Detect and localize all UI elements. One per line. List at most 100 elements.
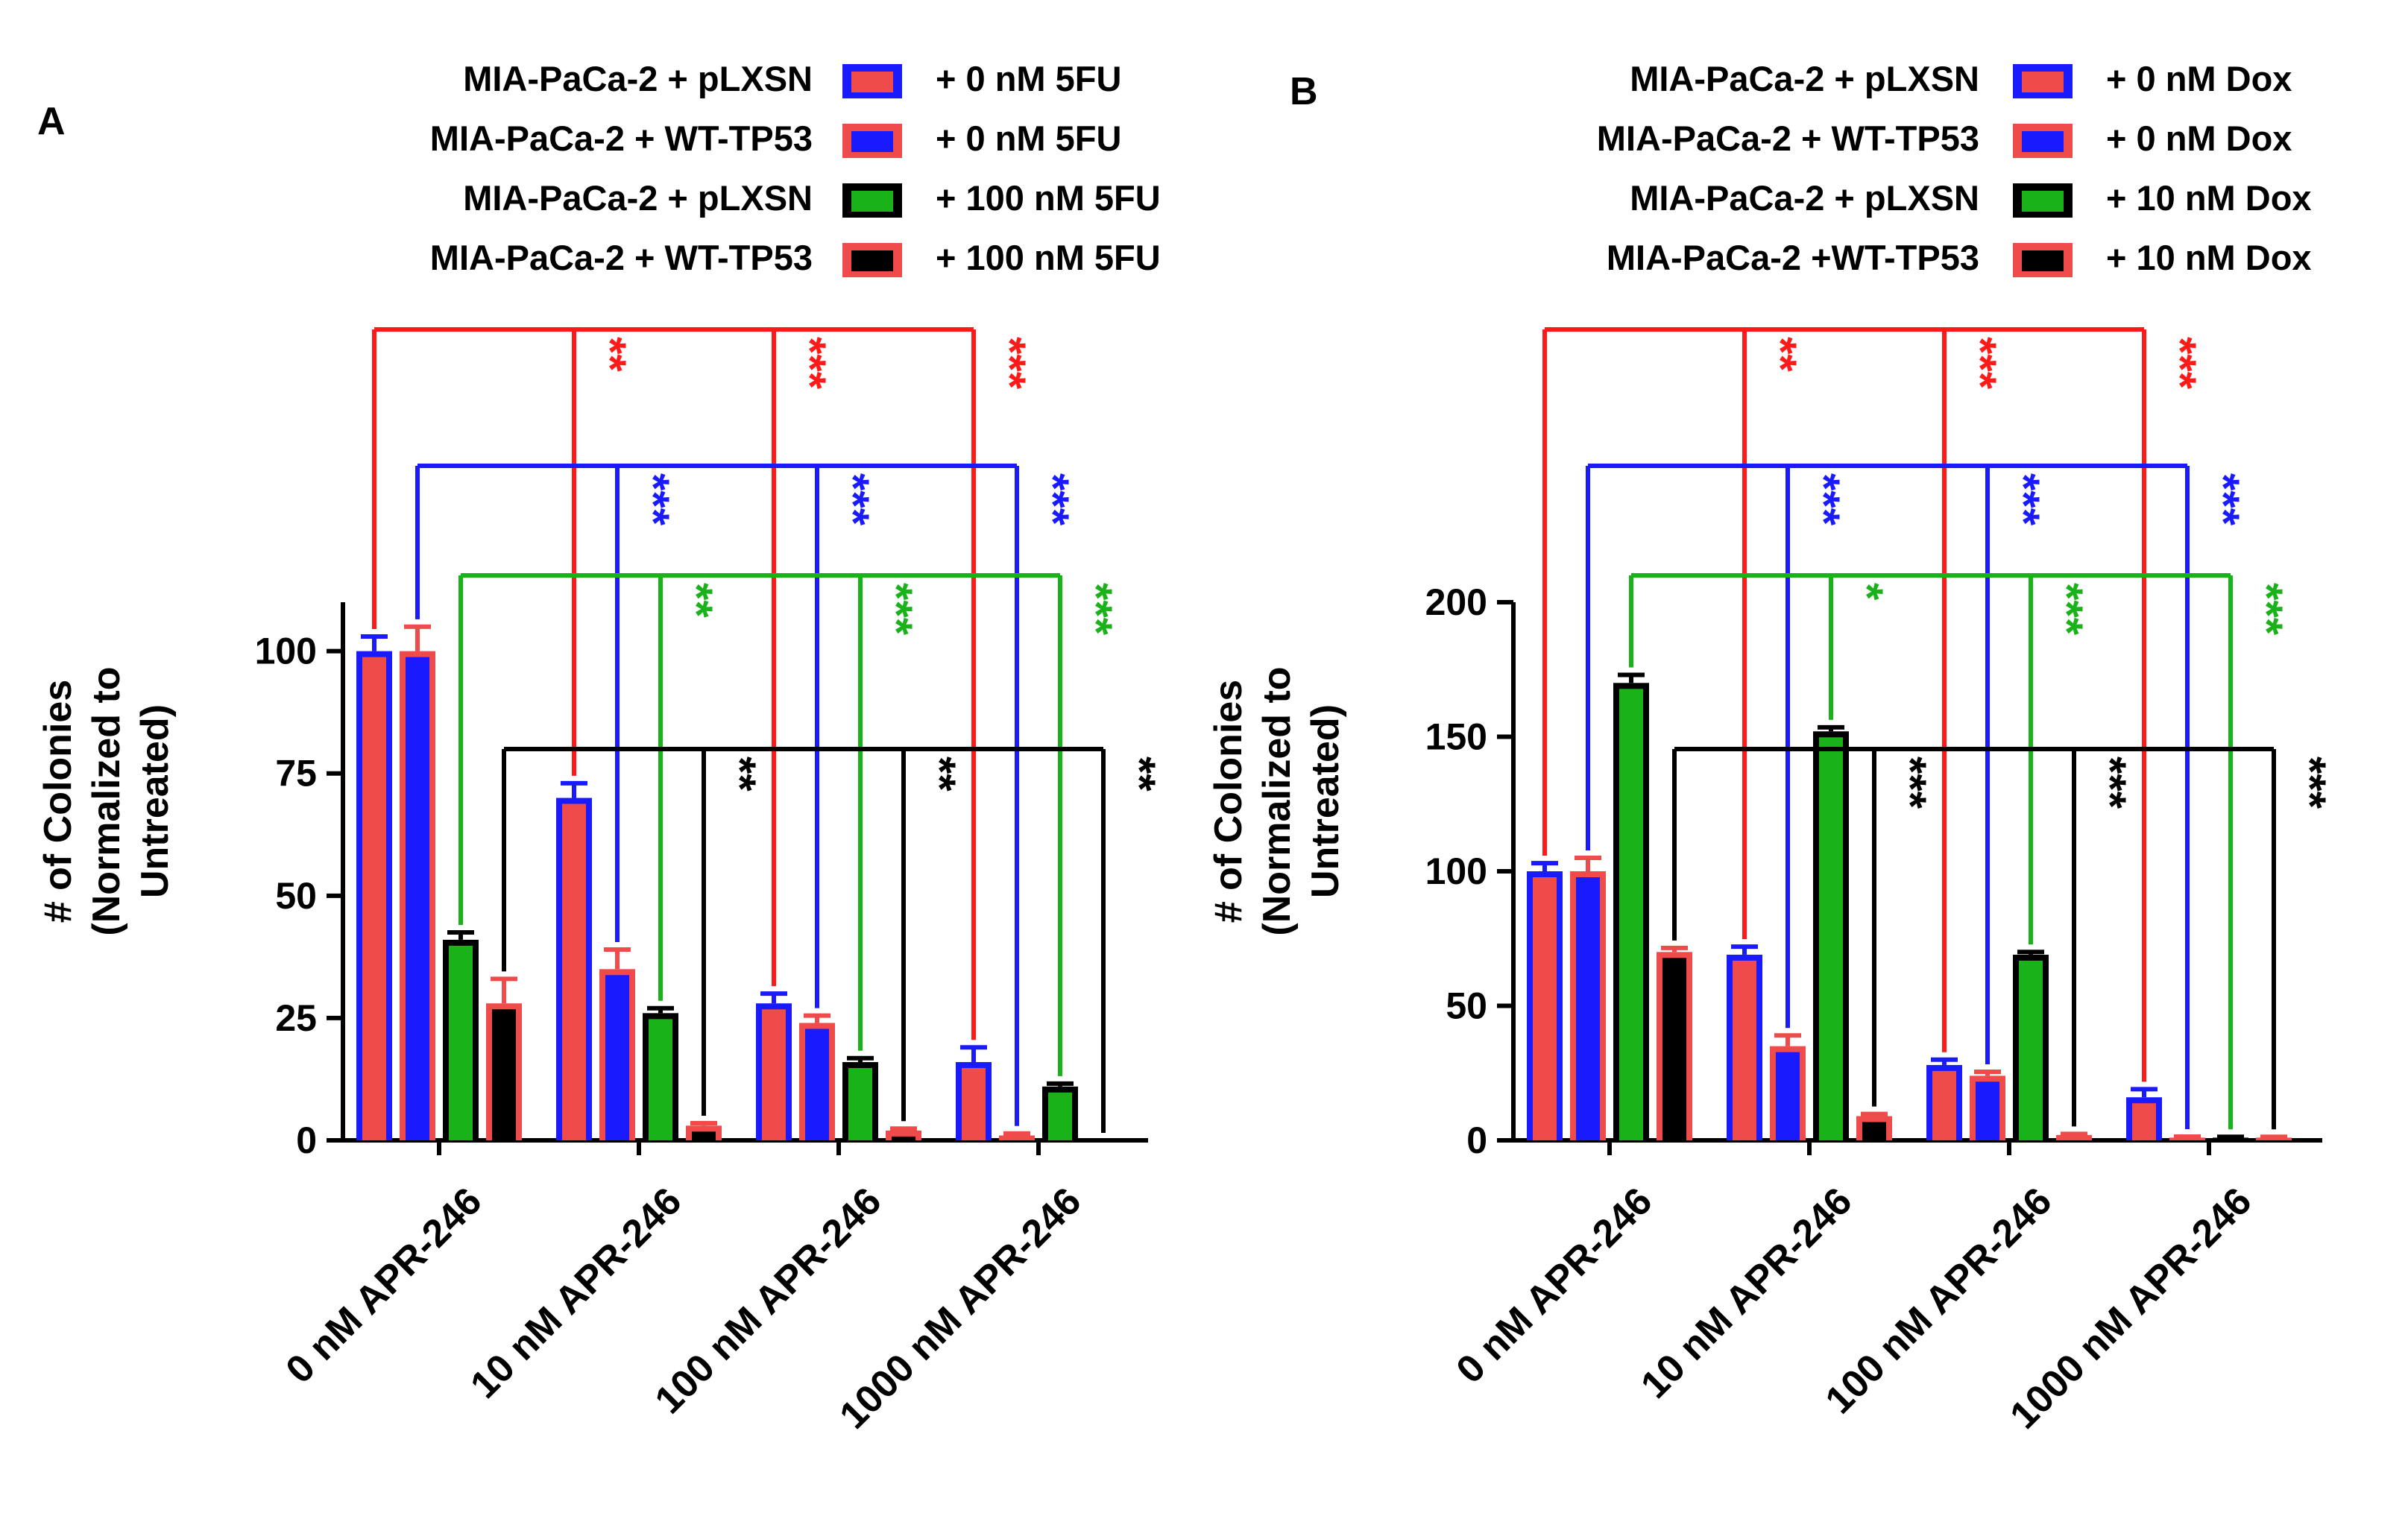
bar <box>449 945 473 1140</box>
bar <box>892 1136 915 1140</box>
significance-stars: *** <box>2242 583 2292 636</box>
significance-stars: ** <box>915 756 965 792</box>
legend-swatch <box>851 131 893 152</box>
bar <box>2132 1103 2156 1140</box>
significance-stars: *** <box>985 337 1035 390</box>
significance-stars: *** <box>1071 583 1121 636</box>
y-axis-label: Untreated) <box>133 704 177 898</box>
legend-swatch <box>2022 72 2064 92</box>
legend-group-label: MIA-PaCa-2 + pLXSN <box>1630 178 1979 218</box>
legend-group-label: MIA-PaCa-2 + pLXSN <box>463 59 813 98</box>
y-tick-label: 50 <box>275 875 317 917</box>
x-tick-label: 0 nM APR-246 <box>1449 1179 1661 1392</box>
legend-group-label: MIA-PaCa-2 + WT-TP53 <box>1597 119 1979 158</box>
significance-stars: *** <box>1799 473 1849 526</box>
legend-treatment-label: + 100 nM 5FU <box>936 238 1161 277</box>
y-tick-label: 200 <box>1425 581 1487 623</box>
y-axis-label: # of Colonies <box>1207 680 1250 923</box>
y-tick-label: 0 <box>1466 1119 1487 1161</box>
significance-stars: *** <box>628 473 678 526</box>
legend-treatment-label: + 0 nM Dox <box>2106 59 2292 98</box>
bar-edge <box>999 1135 1035 1140</box>
significance-stars: *** <box>785 337 835 390</box>
bar <box>1776 1052 1800 1140</box>
legend-treatment-label: + 0 nM 5FU <box>936 59 1121 98</box>
bar <box>1932 1070 1956 1140</box>
legend-swatch <box>851 72 893 92</box>
bar-edge <box>2169 1137 2205 1140</box>
significance-stars: *** <box>1955 337 2005 390</box>
panel-label: A <box>37 100 66 143</box>
significance-stars: *** <box>2155 337 2205 390</box>
legend-swatch <box>2022 191 2064 212</box>
legend-treatment-label: + 0 nM Dox <box>2106 119 2292 158</box>
bar <box>1733 960 1756 1140</box>
bar <box>692 1131 716 1140</box>
legend: MIA-PaCa-2 + pLXSN + 0 nM 5FU MIA-PaCa-2 +… <box>430 59 1161 277</box>
significance-stars: ** <box>1756 337 1806 372</box>
y-axis-label: (Normalized to <box>85 666 128 935</box>
y-tick-label: 0 <box>296 1119 317 1161</box>
bar <box>406 657 429 1140</box>
bar <box>1662 958 1686 1140</box>
legend-group-label: MIA-PaCa-2 +WT-TP53 <box>1607 238 1979 277</box>
legend-group-label: MIA-PaCa-2 + pLXSN <box>1630 59 1979 98</box>
y-axis-label: Untreated) <box>1304 704 1347 898</box>
x-tick-label: 0 nM APR-246 <box>278 1179 491 1392</box>
x-tick-label: 10 nM APR-246 <box>462 1179 690 1406</box>
bar <box>2019 960 2043 1140</box>
legend-swatch <box>2022 131 2064 152</box>
y-tick-label: 75 <box>275 753 317 795</box>
bar <box>562 803 586 1140</box>
significance-stars: *** <box>872 583 921 636</box>
significance-stars: *** <box>1999 473 2049 526</box>
panel-b: B MIA-PaCa-2 + pLXSN + 0 nM Dox MIA-PaCa-2 … <box>1207 59 2335 1438</box>
legend-swatch <box>851 191 893 212</box>
y-tick-label: 100 <box>1425 850 1487 892</box>
bar <box>1862 1122 1886 1140</box>
significance-stars: ** <box>1115 756 1164 792</box>
bar <box>848 1067 872 1140</box>
significance-stars: ** <box>672 583 722 618</box>
y-axis-label: (Normalized to <box>1255 666 1299 935</box>
x-tick-label: 10 nM APR-246 <box>1633 1179 1860 1406</box>
legend-treatment-label: + 10 nM Dox <box>2106 238 2312 277</box>
significance-stars: *** <box>828 473 878 526</box>
bar <box>762 1009 786 1140</box>
bar <box>1576 877 1600 1140</box>
bar <box>649 1019 672 1140</box>
bar <box>962 1067 986 1140</box>
legend-treatment-label: + 100 nM 5FU <box>936 178 1161 218</box>
legend-swatch <box>2022 250 2064 271</box>
significance-stars: *** <box>1028 473 1078 526</box>
bar <box>805 1029 829 1140</box>
bar <box>1533 877 1557 1140</box>
significance-stars: *** <box>2285 756 2335 809</box>
y-tick-label: 100 <box>255 631 317 672</box>
y-tick-label: 25 <box>275 997 317 1039</box>
bar <box>1048 1092 1072 1140</box>
legend-treatment-label: + 0 nM 5FU <box>936 119 1121 158</box>
bar <box>605 975 629 1140</box>
significance-stars: *** <box>1885 756 1935 809</box>
significance-stars: ** <box>585 337 635 372</box>
panel-label: B <box>1290 70 1318 113</box>
legend-group-label: MIA-PaCa-2 + WT-TP53 <box>430 119 813 158</box>
legend-group-label: MIA-PaCa-2 + WT-TP53 <box>430 238 813 277</box>
bar <box>1619 689 1643 1140</box>
significance-stars: *** <box>2042 583 2092 636</box>
significance-stars: * <box>1842 583 1892 601</box>
bar <box>492 1009 516 1140</box>
legend-treatment-label: + 10 nM Dox <box>2106 178 2312 218</box>
bar <box>1819 737 1843 1140</box>
bar-edge <box>2056 1134 2092 1140</box>
y-axis-label: # of Colonies <box>37 680 80 923</box>
bar <box>362 657 386 1140</box>
significance-stars: *** <box>2199 473 2248 526</box>
significance-stars: *** <box>2085 756 2135 809</box>
y-tick-label: 50 <box>1446 985 1487 1027</box>
legend-group-label: MIA-PaCa-2 + pLXSN <box>463 178 813 218</box>
significance-stars: ** <box>715 756 765 792</box>
